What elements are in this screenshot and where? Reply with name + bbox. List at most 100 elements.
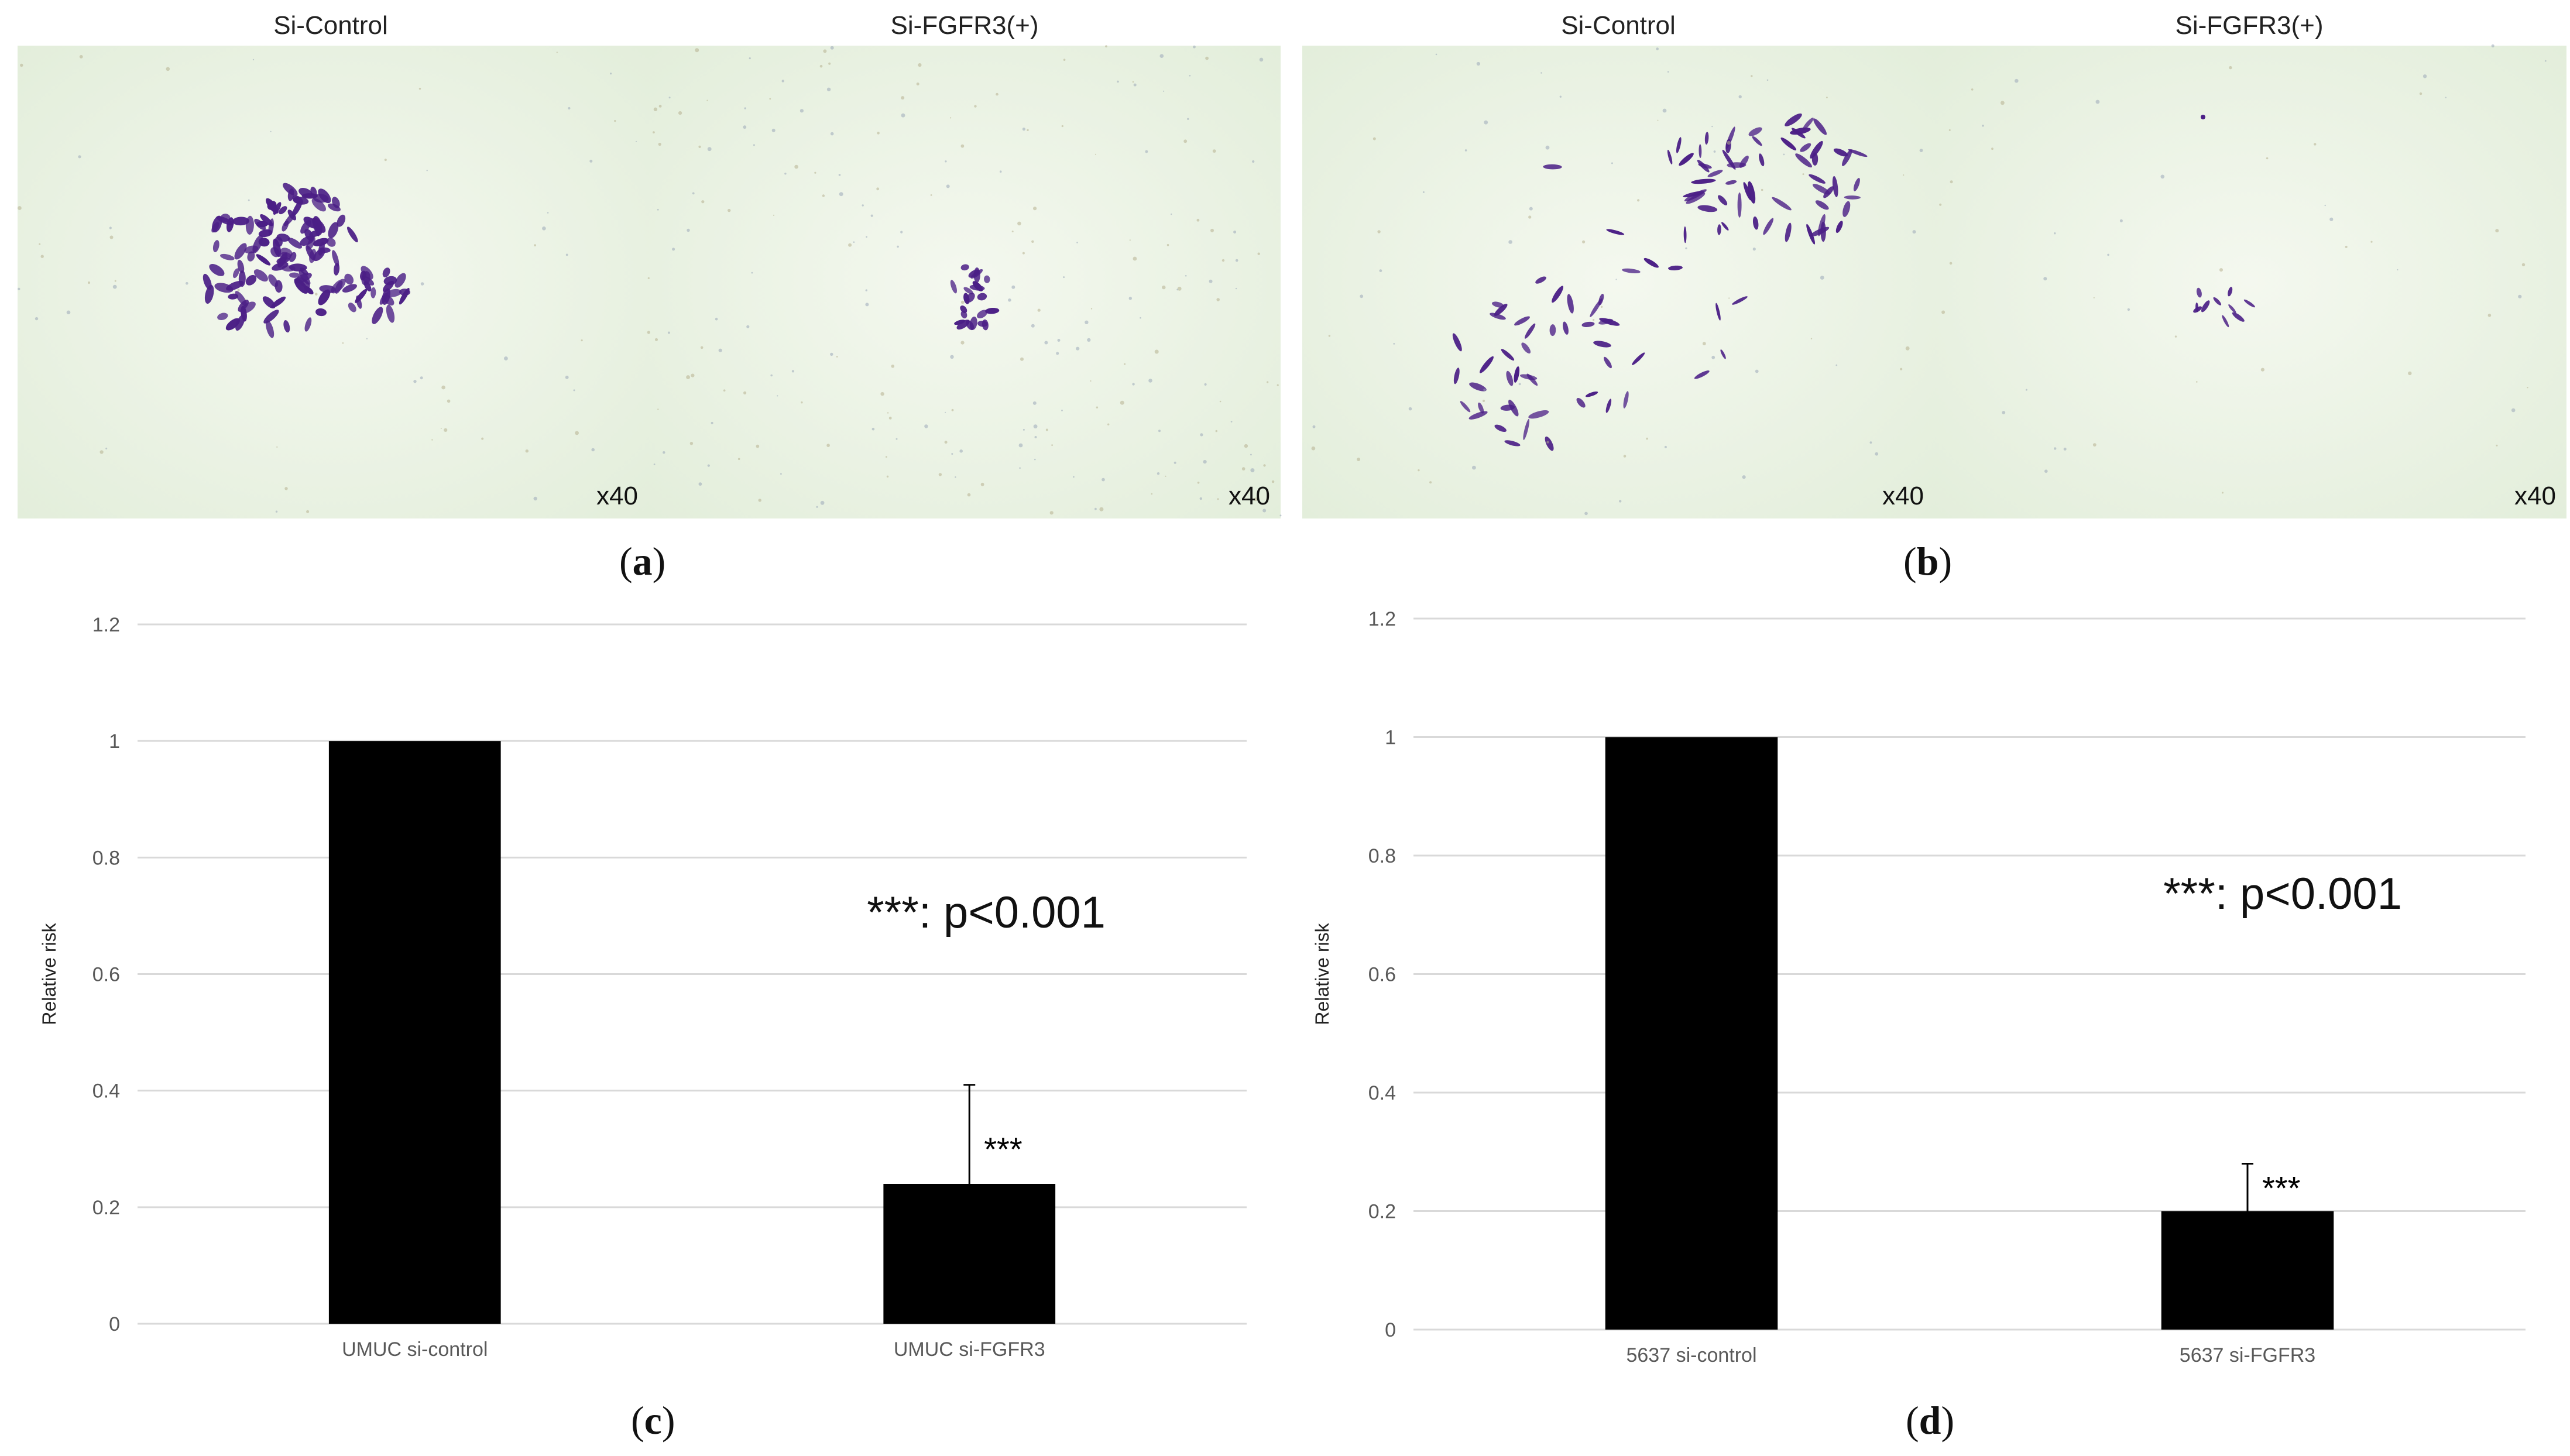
debris-speck	[1199, 497, 1202, 500]
debris-speck	[2419, 92, 2423, 95]
debris-speck	[1377, 230, 1381, 233]
debris-speck	[315, 293, 318, 296]
debris-speck	[672, 248, 675, 251]
debris-speck	[1105, 45, 1107, 47]
cell-mark	[1800, 143, 1811, 152]
cell-mark	[1526, 373, 1538, 386]
debris-speck	[413, 380, 417, 383]
cell-mark	[1581, 321, 1595, 327]
debris-speck	[1008, 298, 1011, 302]
debris-speck	[39, 243, 41, 245]
debris-speck	[2495, 229, 2499, 233]
cell-mark	[1598, 293, 1604, 305]
debris-speck	[109, 235, 114, 239]
cell-mark	[331, 279, 346, 294]
cell-mark	[1727, 162, 1746, 168]
cell-mark	[1813, 118, 1827, 135]
cell-mark	[328, 203, 341, 212]
debris-speck	[877, 132, 880, 135]
debris-speck	[1667, 71, 1669, 73]
cell-mark	[311, 198, 326, 212]
y-tick-label: 0.2	[92, 1197, 120, 1219]
debris-speck	[960, 341, 965, 345]
debris-speck	[1252, 160, 1255, 163]
debris-speck	[1177, 286, 1182, 291]
cell-mark	[226, 217, 234, 232]
cell-mark	[1576, 398, 1586, 408]
cell-mark	[969, 284, 985, 291]
debris-speck	[431, 439, 433, 441]
cell-mark	[977, 293, 987, 301]
debris-speck	[1159, 54, 1164, 58]
cell-mark	[1606, 229, 1625, 235]
debris-speck	[1019, 467, 1021, 469]
cell-mark	[289, 252, 297, 262]
debris-speck	[1545, 145, 1550, 150]
debris-speck	[668, 97, 671, 99]
micrograph-header: Si-Control	[273, 11, 388, 40]
cell-mark	[348, 303, 356, 313]
micrograph-image-a-fgfr3	[648, 46, 1281, 518]
cell-mark	[2232, 312, 2245, 322]
bar	[883, 1184, 1056, 1324]
cell-mark	[1842, 149, 1852, 166]
cell-mark	[1543, 164, 1562, 170]
debris-speck	[870, 214, 873, 217]
cell-mark	[313, 238, 329, 246]
debris-speck	[1835, 364, 1838, 366]
debris-speck	[2544, 60, 2547, 62]
debris-speck	[1941, 310, 1945, 314]
debris-speck	[946, 184, 950, 188]
debris-speck	[1189, 75, 1191, 77]
debris-speck	[2314, 143, 2317, 146]
cell-mark	[1737, 192, 1742, 218]
debris-speck	[996, 92, 999, 96]
debris-speck	[1755, 369, 1759, 373]
cell-mark	[1721, 222, 1729, 231]
debris-speck	[865, 303, 869, 307]
y-tick-label: 0.8	[92, 847, 120, 869]
debris-speck	[950, 117, 952, 119]
micrograph-header: Si-FGFR3(+)	[2176, 11, 2324, 40]
debris-speck	[2496, 444, 2498, 447]
debris-speck	[830, 352, 833, 356]
debris-speck	[819, 64, 823, 68]
debris-speck	[252, 59, 255, 61]
cell-mark	[1668, 265, 1683, 270]
cell-mark	[1523, 418, 1530, 440]
debris-speck	[838, 174, 841, 176]
cell-mark	[1780, 137, 1797, 151]
debris-speck	[1991, 147, 1993, 150]
debris-speck	[1711, 125, 1713, 128]
debris-speck	[1939, 203, 1942, 206]
cell-mark	[362, 276, 375, 286]
debris-speck	[1685, 247, 1687, 249]
debris-speck	[2521, 263, 2526, 266]
debris-speck	[1379, 269, 1382, 272]
debris-speck	[876, 187, 880, 191]
debris-speck	[1508, 240, 1512, 244]
debris-speck	[1187, 118, 1189, 120]
debris-speck	[753, 144, 755, 146]
cell-mark	[214, 283, 234, 293]
debris-speck	[1051, 444, 1053, 446]
debris-speck	[1176, 289, 1179, 291]
cell-mark	[1715, 303, 1721, 321]
debris-speck	[1869, 441, 1872, 444]
debris-speck	[1476, 61, 1480, 66]
cell-mark	[268, 274, 278, 287]
cell-mark	[262, 296, 276, 309]
debris-speck	[1209, 279, 1213, 283]
cell-mark	[263, 310, 279, 324]
debris-speck	[1738, 95, 1742, 98]
bar	[1605, 737, 1778, 1330]
debris-speck	[105, 447, 108, 449]
cell-mark	[1490, 313, 1506, 320]
cell-mark	[282, 220, 289, 232]
debris-speck	[426, 170, 428, 171]
debris-speck	[2196, 381, 2198, 383]
debris-speck	[1174, 461, 1176, 464]
debris-speck	[1045, 428, 1048, 431]
cell-mark	[1842, 201, 1851, 217]
debris-speck	[822, 194, 825, 197]
